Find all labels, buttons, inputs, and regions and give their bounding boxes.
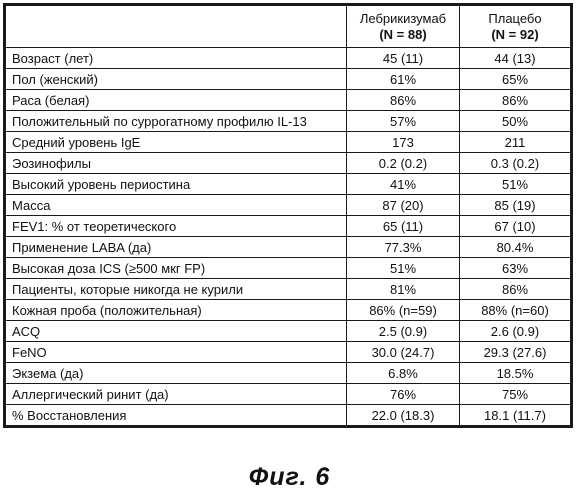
lebrikizumab-value: 173 — [346, 131, 460, 153]
row-label: Положительный по суррогатному профилю IL… — [5, 110, 347, 132]
placebo-value: 85 (19) — [459, 194, 571, 216]
lebrikizumab-value: 81% — [346, 278, 460, 300]
placebo-value: 67 (10) — [459, 215, 571, 237]
row-label: Аллергический ринит (да) — [5, 383, 347, 405]
placebo-value: 51% — [459, 173, 571, 195]
row-label: % Восстановления — [5, 404, 347, 426]
row-label: Кожная проба (положительная) — [5, 299, 347, 321]
header-placebo-n: (N = 92) — [491, 26, 539, 42]
table-row: Масса 87 (20) 85 (19) — [5, 194, 571, 216]
row-label: Пол (женский) — [5, 68, 347, 90]
table-row: Возраст (лет) 45 (11) 44 (13) — [5, 47, 571, 69]
row-label: Раса (белая) — [5, 89, 347, 111]
row-label: Применение LABA (да) — [5, 236, 347, 258]
placebo-value: 211 — [459, 131, 571, 153]
table-row: Экзема (да) 6.8% 18.5% — [5, 362, 571, 384]
lebrikizumab-value: 45 (11) — [346, 47, 460, 69]
placebo-value: 65% — [459, 68, 571, 90]
header-placebo-name: Плацебо — [488, 10, 542, 26]
placebo-value: 80.4% — [459, 236, 571, 258]
row-label: Экзема (да) — [5, 362, 347, 384]
lebrikizumab-value: 57% — [346, 110, 460, 132]
placebo-value: 2.6 (0.9) — [459, 320, 571, 342]
row-label: Пациенты, которые никогда не курили — [5, 278, 347, 300]
table-row: Высокий уровень периостина 41% 51% — [5, 173, 571, 195]
lebrikizumab-value: 86% (n=59) — [346, 299, 460, 321]
figure-caption: Фиг. 6 — [248, 463, 331, 491]
lebrikizumab-value: 2.5 (0.9) — [346, 320, 460, 342]
table-row: % Восстановления 22.0 (18.3) 18.1 (11.7) — [5, 404, 571, 426]
row-label: ACQ — [5, 320, 347, 342]
row-label: Масса — [5, 194, 347, 216]
placebo-value: 44 (13) — [459, 47, 571, 69]
lebrikizumab-value: 87 (20) — [346, 194, 460, 216]
header-label-column — [5, 5, 347, 48]
header-placebo: Плацебо (N = 92) — [459, 5, 571, 48]
table-row: Раса (белая) 86% 86% — [5, 89, 571, 111]
lebrikizumab-value: 0.2 (0.2) — [346, 152, 460, 174]
lebrikizumab-value: 65 (11) — [346, 215, 460, 237]
lebrikizumab-value: 6.8% — [346, 362, 460, 384]
row-label: Высокая доза ICS (≥500 мкг FP) — [5, 257, 347, 279]
placebo-value: 29.3 (27.6) — [459, 341, 571, 363]
row-label: Эозинофилы — [5, 152, 347, 174]
placebo-value: 88% (n=60) — [459, 299, 571, 321]
lebrikizumab-value: 41% — [346, 173, 460, 195]
data-table: Лебрикизумаб (N = 88) Плацебо (N = 92) В… — [5, 5, 571, 426]
table-row: Кожная проба (положительная) 86% (n=59) 88… — [5, 299, 571, 321]
table-row: FEV1: % от теоретического 65 (11) 67 (10) — [5, 215, 571, 237]
placebo-value: 75% — [459, 383, 571, 405]
table-row: Пол (женский) 61% 65% — [5, 68, 571, 90]
table-row: Пациенты, которые никогда не курили 81% 86… — [5, 278, 571, 300]
lebrikizumab-value: 61% — [346, 68, 460, 90]
lebrikizumab-value: 51% — [346, 257, 460, 279]
placebo-value: 18.5% — [459, 362, 571, 384]
lebrikizumab-value: 22.0 (18.3) — [346, 404, 460, 426]
table-row: FeNO 30.0 (24.7) 29.3 (27.6) — [5, 341, 571, 363]
table-row: Аллергический ринит (да) 76% 75% — [5, 383, 571, 405]
placebo-value: 86% — [459, 89, 571, 111]
lebrikizumab-value: 30.0 (24.7) — [346, 341, 460, 363]
table-row: Средний уровень IgE 173 211 — [5, 131, 571, 153]
row-label: Возраст (лет) — [5, 47, 347, 69]
row-label: FEV1: % от теоретического — [5, 215, 347, 237]
lebrikizumab-value: 77.3% — [346, 236, 460, 258]
placebo-value: 18.1 (11.7) — [459, 404, 571, 426]
table-row: Эозинофилы 0.2 (0.2) 0.3 (0.2) — [5, 152, 571, 174]
row-label: FeNO — [5, 341, 347, 363]
table-row: ACQ 2.5 (0.9) 2.6 (0.9) — [5, 320, 571, 342]
table-row: Положительный по суррогатному профилю IL… — [5, 110, 571, 132]
header-lebrikizumab: Лебрикизумаб (N = 88) — [346, 5, 460, 48]
placebo-value: 86% — [459, 278, 571, 300]
row-label: Высокий уровень периостина — [5, 173, 347, 195]
header-lebrikizumab-n: (N = 88) — [379, 26, 427, 42]
lebrikizumab-value: 86% — [346, 89, 460, 111]
baseline-characteristics-table: Лебрикизумаб (N = 88) Плацебо (N = 92) В… — [3, 3, 573, 428]
header-row: Лебрикизумаб (N = 88) Плацебо (N = 92) — [5, 5, 571, 48]
table-row: Высокая доза ICS (≥500 мкг FP) 51% 63% — [5, 257, 571, 279]
header-lebrikizumab-name: Лебрикизумаб — [359, 10, 447, 26]
table-body: Возраст (лет) 45 (11) 44 (13) Пол (женский… — [5, 47, 571, 426]
row-label: Средний уровень IgE — [5, 131, 347, 153]
placebo-value: 63% — [459, 257, 571, 279]
table-row: Применение LABA (да) 77.3% 80.4% — [5, 236, 571, 258]
lebrikizumab-value: 76% — [346, 383, 460, 405]
placebo-value: 0.3 (0.2) — [459, 152, 571, 174]
placebo-value: 50% — [459, 110, 571, 132]
